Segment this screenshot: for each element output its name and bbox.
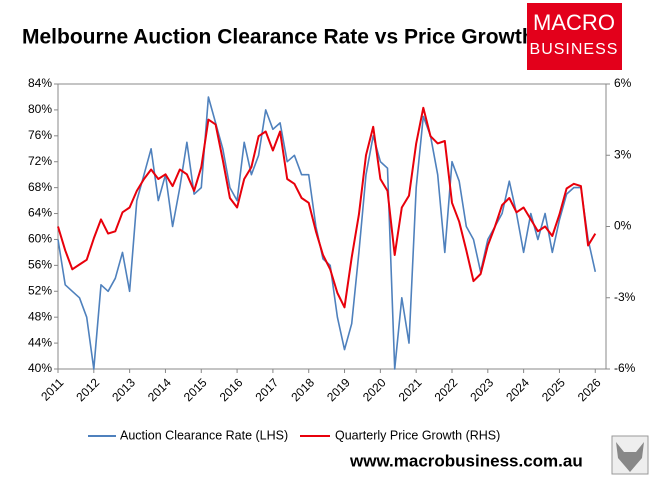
x-tick-label: 2024 — [503, 375, 532, 404]
x-tick-label: 2019 — [324, 375, 353, 404]
y2-tick-label: -6% — [614, 361, 636, 375]
source-url: www.macrobusiness.com.au — [349, 451, 583, 470]
x-tick-label: 2018 — [288, 375, 317, 404]
x-tick-label: 2017 — [252, 375, 281, 404]
y-tick-label: 56% — [28, 258, 52, 272]
logo-text: BUSINESS — [530, 41, 619, 58]
x-tick-label: 2015 — [181, 375, 210, 404]
x-tick-label: 2022 — [432, 375, 461, 404]
y2-tick-label: 6% — [614, 76, 632, 90]
x-tick-label: 2021 — [396, 375, 425, 404]
y-tick-label: 72% — [28, 154, 52, 168]
x-tick-label: 2023 — [467, 375, 496, 404]
y-tick-label: 68% — [28, 180, 52, 194]
y-tick-label: 40% — [28, 361, 52, 375]
x-tick-label: 2014 — [145, 375, 174, 404]
y2-tick-label: 0% — [614, 219, 632, 233]
y-tick-label: 84% — [28, 76, 52, 90]
logo-box — [527, 3, 622, 70]
x-tick-label: 2026 — [575, 375, 604, 404]
series-line — [57, 106, 597, 309]
y-tick-label: 80% — [28, 102, 52, 116]
y2-tick-label: -3% — [614, 290, 636, 304]
x-tick-label: 2012 — [73, 375, 102, 404]
chart-title: Melbourne Auction Clearance Rate vs Pric… — [22, 26, 535, 49]
x-tick-label: 2025 — [539, 375, 568, 404]
legend-label: Quarterly Price Growth (RHS) — [335, 428, 500, 442]
y-tick-label: 48% — [28, 309, 52, 323]
y2-tick-label: 3% — [614, 147, 632, 161]
x-tick-label: 2020 — [360, 375, 389, 404]
x-tick-label: 2011 — [38, 375, 66, 403]
y-tick-label: 44% — [28, 335, 52, 349]
series-line — [57, 96, 597, 370]
x-tick-label: 2016 — [217, 375, 246, 404]
legend-label: Auction Clearance Rate (LHS) — [120, 428, 288, 442]
logo-text: MACRO — [533, 10, 615, 35]
fox-icon — [611, 435, 649, 475]
plot-frame — [57, 83, 607, 370]
y-tick-label: 52% — [28, 283, 52, 297]
y-tick-label: 64% — [28, 206, 52, 220]
y-tick-label: 60% — [28, 232, 52, 246]
x-tick-label: 2013 — [109, 375, 138, 404]
y-tick-label: 76% — [28, 128, 52, 142]
